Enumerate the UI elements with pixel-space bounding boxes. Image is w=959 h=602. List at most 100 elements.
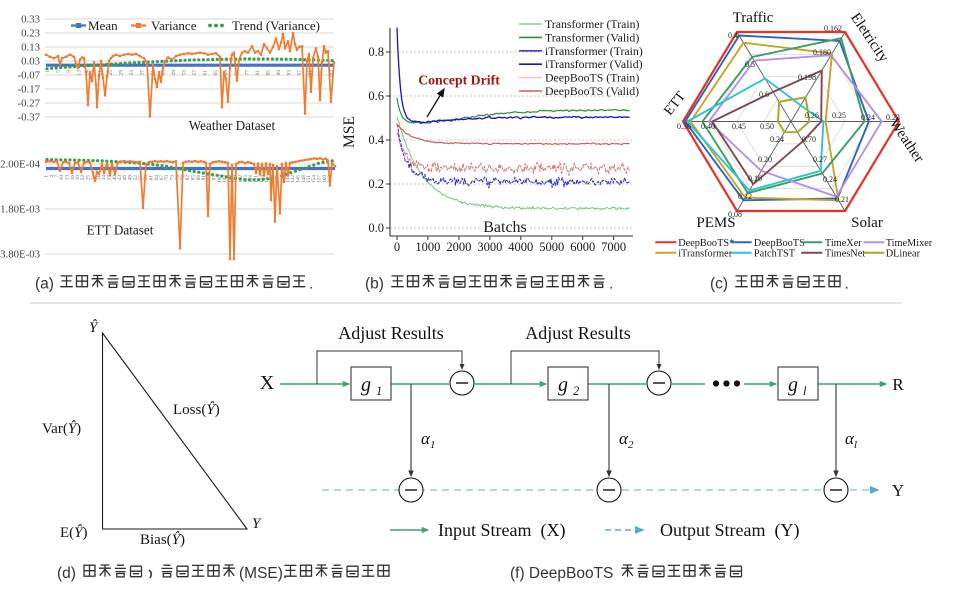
svg-text:115: 115 <box>243 175 249 183</box>
svg-text:5000: 5000 <box>539 240 564 254</box>
svg-text:TimesNet: TimesNet <box>825 249 865 260</box>
svg-text:-3.80E-03: -3.80E-03 <box>0 249 40 261</box>
svg-text:0.4: 0.4 <box>728 31 738 40</box>
svg-text:0.4: 0.4 <box>368 133 384 147</box>
svg-text:0.23: 0.23 <box>886 113 900 122</box>
svg-text:2000: 2000 <box>446 240 471 254</box>
svg-text:1: 1 <box>45 70 51 73</box>
svg-text:64: 64 <box>154 175 160 181</box>
svg-text:118: 118 <box>248 175 254 183</box>
svg-text:ETT Dataset: ETT Dataset <box>87 223 154 238</box>
svg-text:Var(Ŷ): Var(Ŷ) <box>42 420 81 437</box>
svg-text:89: 89 <box>276 70 282 76</box>
svg-text:0.26: 0.26 <box>805 111 819 120</box>
svg-text:0.50: 0.50 <box>760 122 774 131</box>
svg-text:Adjust Results: Adjust Results <box>525 323 631 343</box>
svg-text:65: 65 <box>213 70 219 76</box>
svg-text:PEMS: PEMS <box>696 215 735 231</box>
svg-text:iTransformer: iTransformer <box>678 249 733 260</box>
svg-text:DLinear: DLinear <box>886 249 921 260</box>
svg-text:(f) DeepBooTS: (f) DeepBooTS <box>510 565 613 582</box>
svg-text:α: α <box>619 429 629 448</box>
svg-text:0.21: 0.21 <box>835 195 849 204</box>
svg-text:0.180: 0.180 <box>813 48 831 57</box>
svg-text:MSE: MSE <box>341 116 358 148</box>
svg-text:Weather Dataset: Weather Dataset <box>189 118 276 133</box>
svg-text:.: . <box>845 276 849 293</box>
svg-text:52: 52 <box>133 175 139 181</box>
svg-text:0.8: 0.8 <box>368 45 384 59</box>
svg-text:81: 81 <box>255 70 261 76</box>
svg-text:X: X <box>260 372 275 394</box>
svg-text:53: 53 <box>182 70 188 76</box>
svg-text:iTransformer (Valid): iTransformer (Valid) <box>545 57 643 71</box>
svg-text:0.20: 0.20 <box>758 155 772 164</box>
svg-text:α: α <box>845 429 855 448</box>
svg-text:73: 73 <box>170 175 176 181</box>
svg-text:0: 0 <box>394 240 400 254</box>
svg-text:Variance: Variance <box>151 18 197 33</box>
svg-text:Adjust Results: Adjust Results <box>338 323 444 343</box>
svg-text:0.24: 0.24 <box>861 113 875 122</box>
svg-text:22: 22 <box>80 175 86 181</box>
svg-text:70: 70 <box>164 175 170 181</box>
svg-text:3000: 3000 <box>477 240 502 254</box>
svg-text:37: 37 <box>107 175 113 181</box>
svg-text:13: 13 <box>65 175 71 181</box>
svg-text:DeepBooTS (Train): DeepBooTS (Train) <box>545 71 639 85</box>
svg-text:0.40: 0.40 <box>701 122 715 131</box>
svg-text:R: R <box>892 375 904 394</box>
svg-text:85: 85 <box>191 175 197 181</box>
svg-text:4: 4 <box>49 175 55 178</box>
svg-text:(MSE).: (MSE). <box>239 565 287 582</box>
svg-text:34: 34 <box>101 175 107 181</box>
svg-text:g: g <box>788 374 798 396</box>
svg-text:Batchs: Batchs <box>483 219 527 236</box>
svg-text:82: 82 <box>185 175 191 181</box>
svg-text:iTransformer (Train): iTransformer (Train) <box>545 44 643 58</box>
svg-text:154: 154 <box>311 175 317 183</box>
svg-text:43: 43 <box>117 175 123 181</box>
svg-text:6000: 6000 <box>570 240 595 254</box>
svg-text:DeepBooTS: DeepBooTS <box>754 238 805 249</box>
svg-text:160: 160 <box>322 175 328 183</box>
svg-text:2: 2 <box>628 439 634 451</box>
svg-text:(b): (b) <box>365 276 384 293</box>
svg-text:Y: Y <box>252 516 262 532</box>
svg-text:Transformer (Valid): Transformer (Valid) <box>545 30 639 44</box>
svg-text:69: 69 <box>224 70 230 76</box>
svg-text:49: 49 <box>128 175 134 181</box>
svg-text:0.2: 0.2 <box>368 177 384 191</box>
svg-text:DeepBooTS*: DeepBooTS* <box>678 238 734 249</box>
svg-text:-0.27: -0.27 <box>18 98 41 110</box>
svg-text:2.00E-04: 2.00E-04 <box>0 159 40 171</box>
svg-text:0.0: 0.0 <box>368 221 384 235</box>
svg-text:109: 109 <box>329 70 335 79</box>
svg-text:0.12: 0.12 <box>738 192 752 201</box>
svg-text:-0.17: -0.17 <box>18 84 41 96</box>
svg-text:-0.07: -0.07 <box>18 70 41 82</box>
svg-text:0.13: 0.13 <box>21 42 40 54</box>
svg-text:g: g <box>361 374 371 396</box>
svg-text:0.6: 0.6 <box>759 90 769 99</box>
svg-text:Ŷ: Ŷ <box>89 319 99 336</box>
svg-text:2: 2 <box>573 384 579 398</box>
svg-text:0.08: 0.08 <box>728 210 742 219</box>
svg-text:5: 5 <box>56 70 62 73</box>
svg-text:58: 58 <box>143 175 149 181</box>
svg-text:1: 1 <box>430 439 436 451</box>
svg-text:7: 7 <box>54 175 60 178</box>
svg-text:37: 37 <box>140 70 146 76</box>
svg-text:157: 157 <box>317 175 323 183</box>
svg-text:0.25: 0.25 <box>832 111 846 120</box>
svg-text:10: 10 <box>59 175 65 181</box>
svg-text:-1.80E-03: -1.80E-03 <box>0 204 40 216</box>
svg-text:93: 93 <box>287 70 293 76</box>
svg-text:l: l <box>854 439 857 451</box>
svg-text:0.24: 0.24 <box>770 135 784 144</box>
svg-text:145: 145 <box>296 175 302 183</box>
svg-text:31: 31 <box>96 175 102 181</box>
svg-text:121: 121 <box>254 175 260 183</box>
svg-text:40: 40 <box>112 175 118 181</box>
svg-text:0.23: 0.23 <box>21 28 40 40</box>
